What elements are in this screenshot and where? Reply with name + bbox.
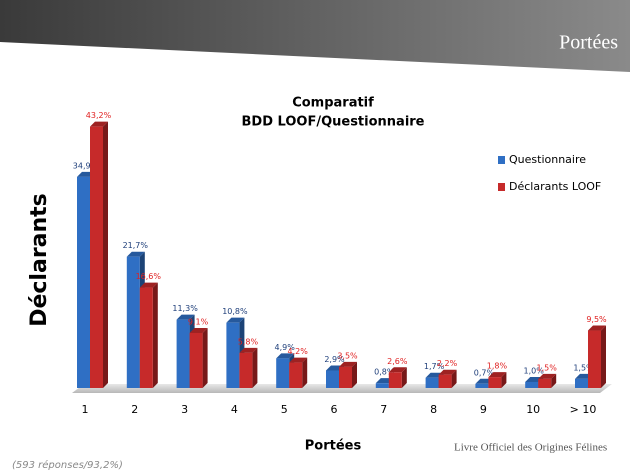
bar: [588, 330, 601, 388]
bar-top: [388, 367, 407, 373]
chart-title: BDD LOOF/Questionnaire: [242, 115, 425, 130]
y-axis-label: Déclarants: [27, 193, 52, 327]
x-tick-label: 9: [480, 403, 487, 416]
bar: [189, 332, 203, 388]
footer-note: (593 réponses/93,2%): [12, 459, 123, 471]
bar: [139, 287, 153, 388]
bar: [425, 377, 439, 388]
x-tick-label: 4: [231, 403, 238, 416]
x-tick-label: 6: [331, 403, 338, 416]
bar: [239, 352, 253, 388]
bar: [289, 362, 303, 388]
data-label: 34,9%: [73, 161, 99, 170]
bar-top: [488, 372, 507, 378]
bar: [488, 377, 502, 388]
bar-side: [601, 325, 606, 388]
bar-side: [551, 373, 557, 388]
bar: [276, 358, 290, 388]
x-tick-label: 2: [131, 403, 138, 416]
data-label: 1,7%: [424, 362, 445, 371]
bar-top: [438, 369, 457, 375]
x-tick-label: > 10: [570, 403, 597, 416]
bar: [126, 256, 140, 388]
bar: [438, 374, 452, 388]
logo: Livre Officiel des Origines Félines: [454, 442, 607, 454]
bar-top: [289, 357, 308, 363]
data-label: 2,2%: [437, 359, 458, 368]
bar-top: [276, 353, 295, 359]
bar-top: [189, 327, 208, 333]
header-band: [0, 0, 630, 72]
header-title: Portées: [559, 32, 618, 54]
bar-side: [501, 372, 507, 388]
bar: [339, 366, 352, 388]
x-tick-label: 8: [430, 403, 437, 416]
bar-top: [176, 314, 195, 320]
bar: [375, 383, 389, 388]
bar-side: [103, 121, 108, 388]
bar-top: [239, 347, 258, 353]
bar: [575, 378, 588, 388]
bar-side: [352, 361, 357, 388]
data-label: 1,8%: [487, 362, 508, 371]
bar: [525, 381, 539, 388]
x-tick-label: 7: [380, 403, 387, 416]
bar-top: [339, 361, 357, 367]
bar-top: [126, 251, 145, 257]
legend-swatch: [498, 183, 505, 191]
data-label: 9,5%: [586, 315, 607, 324]
data-label: 4,9%: [275, 343, 296, 352]
bar-side: [152, 282, 158, 388]
bar-top: [139, 282, 158, 288]
data-label: 3,5%: [337, 351, 358, 360]
bar: [176, 319, 190, 388]
data-label: 2,6%: [387, 357, 408, 366]
bar: [226, 322, 240, 388]
x-tick-label: 3: [181, 403, 188, 416]
data-label: 1,0%: [524, 366, 545, 375]
data-label: 10,8%: [222, 307, 248, 316]
data-label: 5,8%: [238, 337, 259, 346]
data-label: 9,1%: [188, 317, 209, 326]
bar-side: [202, 327, 208, 388]
chart-title: Comparatif: [292, 96, 374, 111]
bar-side: [401, 367, 407, 388]
data-label: 16,6%: [136, 272, 162, 281]
data-label: 21,7%: [123, 241, 149, 250]
x-tick-label: 10: [526, 403, 540, 416]
bar-top: [90, 121, 108, 127]
data-label: 4,2%: [288, 347, 309, 356]
legend-label: Déclarants LOOF: [509, 180, 601, 193]
data-label: 0,8%: [374, 368, 395, 377]
legend-swatch: [498, 156, 505, 164]
legend-label: Questionnaire: [509, 153, 586, 166]
bar: [388, 372, 402, 388]
x-tick-label: 5: [281, 403, 288, 416]
bar: [90, 126, 103, 388]
x-tick-label: 1: [82, 403, 89, 416]
bar-side: [252, 347, 258, 388]
bar-top: [538, 373, 557, 379]
data-label: 11,3%: [172, 304, 198, 313]
data-label: 1,5%: [537, 363, 558, 372]
bar-side: [302, 357, 308, 388]
data-label: 0,7%: [474, 368, 495, 377]
data-label: 43,2%: [86, 111, 112, 120]
bar-top: [588, 325, 606, 331]
x-axis-label: Portées: [305, 439, 362, 454]
bar: [326, 370, 339, 388]
bar: [475, 383, 489, 388]
bar: [77, 176, 90, 388]
data-label: 1,5%: [573, 363, 594, 372]
bar: [538, 378, 552, 388]
bar-side: [451, 369, 457, 388]
bar-top: [226, 317, 245, 323]
data-label: 2,9%: [324, 355, 345, 364]
